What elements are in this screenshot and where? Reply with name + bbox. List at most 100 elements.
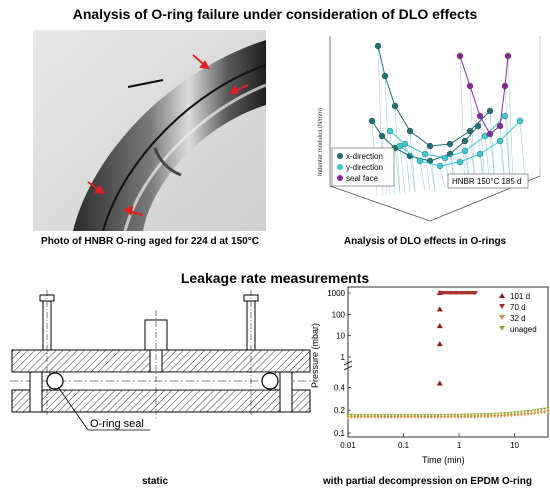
point-unaged: [409, 413, 413, 418]
point-unaged: [396, 413, 400, 418]
point-32d: [366, 415, 370, 420]
point-unaged: [526, 410, 530, 414]
point-y-direction: [386, 127, 394, 135]
point-70d: [473, 291, 478, 295]
point-unaged: [356, 413, 360, 418]
point-32d: [379, 415, 383, 420]
point-unaged: [509, 411, 513, 415]
point-32d: [539, 411, 543, 415]
y-tick-label: 0.1: [334, 429, 346, 438]
x-tick-label: 0.01: [340, 441, 356, 450]
point-unaged: [359, 413, 363, 418]
legend-x-direction: x-direction: [346, 152, 383, 161]
point-unaged: [469, 413, 473, 417]
dropline: [439, 165, 446, 190]
point-unaged: [416, 413, 420, 418]
point-32d: [389, 415, 393, 420]
point-seal-face: [496, 122, 504, 130]
legend-pressure: 101 d 70 d 32 d unaged: [499, 292, 537, 334]
curve-x-direction: [377, 45, 491, 147]
dropline: [409, 130, 416, 193]
dlo-caption: Analysis of DLO effects in O-rings: [343, 236, 507, 247]
dropline: [507, 55, 514, 183]
technical-drawing: O-ring seal: [10, 290, 315, 460]
point-32d: [359, 415, 363, 420]
y-axis-label: Pressure (mbar): [310, 323, 320, 388]
point-unaged: [523, 410, 527, 414]
point-32d: [433, 415, 437, 420]
point-unaged: [369, 413, 373, 418]
point-32d: [396, 415, 400, 420]
point-x-direction: [368, 117, 376, 125]
point-32d: [376, 415, 380, 420]
point-32d: [483, 415, 487, 419]
point-x-direction: [406, 127, 414, 135]
y-tick-label: 1000: [327, 289, 345, 298]
point-x-direction: [461, 137, 469, 145]
legend-y-direction: y-direction: [346, 163, 383, 172]
y-tick-label: 10: [336, 332, 345, 341]
point-32d: [459, 415, 463, 419]
point-32d: [466, 415, 470, 419]
oring-left: [46, 372, 64, 390]
dropline: [394, 147, 401, 194]
point-32d: [363, 415, 367, 420]
point-unaged: [429, 413, 433, 418]
point-unaged: [529, 409, 533, 413]
point-32d: [476, 415, 480, 419]
point-unaged: [449, 413, 453, 417]
oring-right: [261, 372, 279, 390]
point-32d: [513, 413, 517, 418]
point-x-direction: [381, 72, 389, 80]
point-32d: [386, 415, 390, 420]
point-32d: [519, 413, 523, 417]
point-unaged: [483, 413, 487, 417]
point-unaged: [503, 412, 507, 416]
point-unaged: [406, 413, 410, 418]
point-101d: [436, 323, 443, 329]
point-32d: [496, 414, 500, 419]
point-unaged: [486, 413, 490, 417]
point-y-direction: [456, 158, 464, 166]
x-tick-label: 0.1: [398, 441, 410, 450]
dropline: [419, 160, 426, 192]
chart3d-annotation: HNBR 150°C 185 d: [452, 177, 521, 186]
x-tick-label: 10: [510, 441, 519, 450]
main-title: Analysis of O-ring failure under conside…: [72, 6, 478, 22]
point-unaged: [389, 413, 393, 418]
point-32d: [479, 415, 483, 419]
legend-70d: 70 d: [510, 303, 526, 312]
dropline: [429, 160, 436, 191]
pressure-chart: 0.1 0.2 0.4 1 10 100 1000 0.01 0.1 1 10 Pressure (…: [310, 283, 550, 475]
point-32d: [419, 415, 423, 420]
dropline: [404, 143, 411, 193]
point-unaged: [446, 413, 450, 418]
point-32d: [356, 415, 360, 420]
point-unaged: [366, 413, 370, 418]
point-x-direction: [426, 142, 434, 150]
point-unaged: [383, 413, 387, 418]
point-unaged: [433, 413, 437, 418]
point-y-direction: [396, 142, 404, 150]
point-101d: [436, 341, 443, 347]
point-unaged: [543, 407, 547, 411]
point-unaged: [453, 413, 457, 417]
point-32d: [353, 415, 357, 420]
point-32d: [403, 415, 407, 420]
legend-3d: x-direction y-direction seal face: [331, 147, 395, 187]
point-unaged: [436, 413, 440, 418]
point-101d: [436, 306, 443, 312]
point-unaged: [473, 413, 477, 417]
point-y-direction: [441, 154, 449, 162]
dropline: [519, 120, 526, 182]
point-32d: [416, 415, 420, 420]
legend-unaged: unaged: [510, 325, 537, 334]
section-title-leakage: Leakage rate measurements: [180, 270, 370, 286]
point-unaged: [419, 413, 423, 418]
point-seal-face: [501, 82, 509, 90]
point-32d: [393, 415, 397, 420]
point-32d: [399, 415, 403, 420]
y-tick-label: 100: [332, 310, 346, 319]
point-32d: [529, 412, 533, 416]
point-32d: [373, 415, 377, 420]
